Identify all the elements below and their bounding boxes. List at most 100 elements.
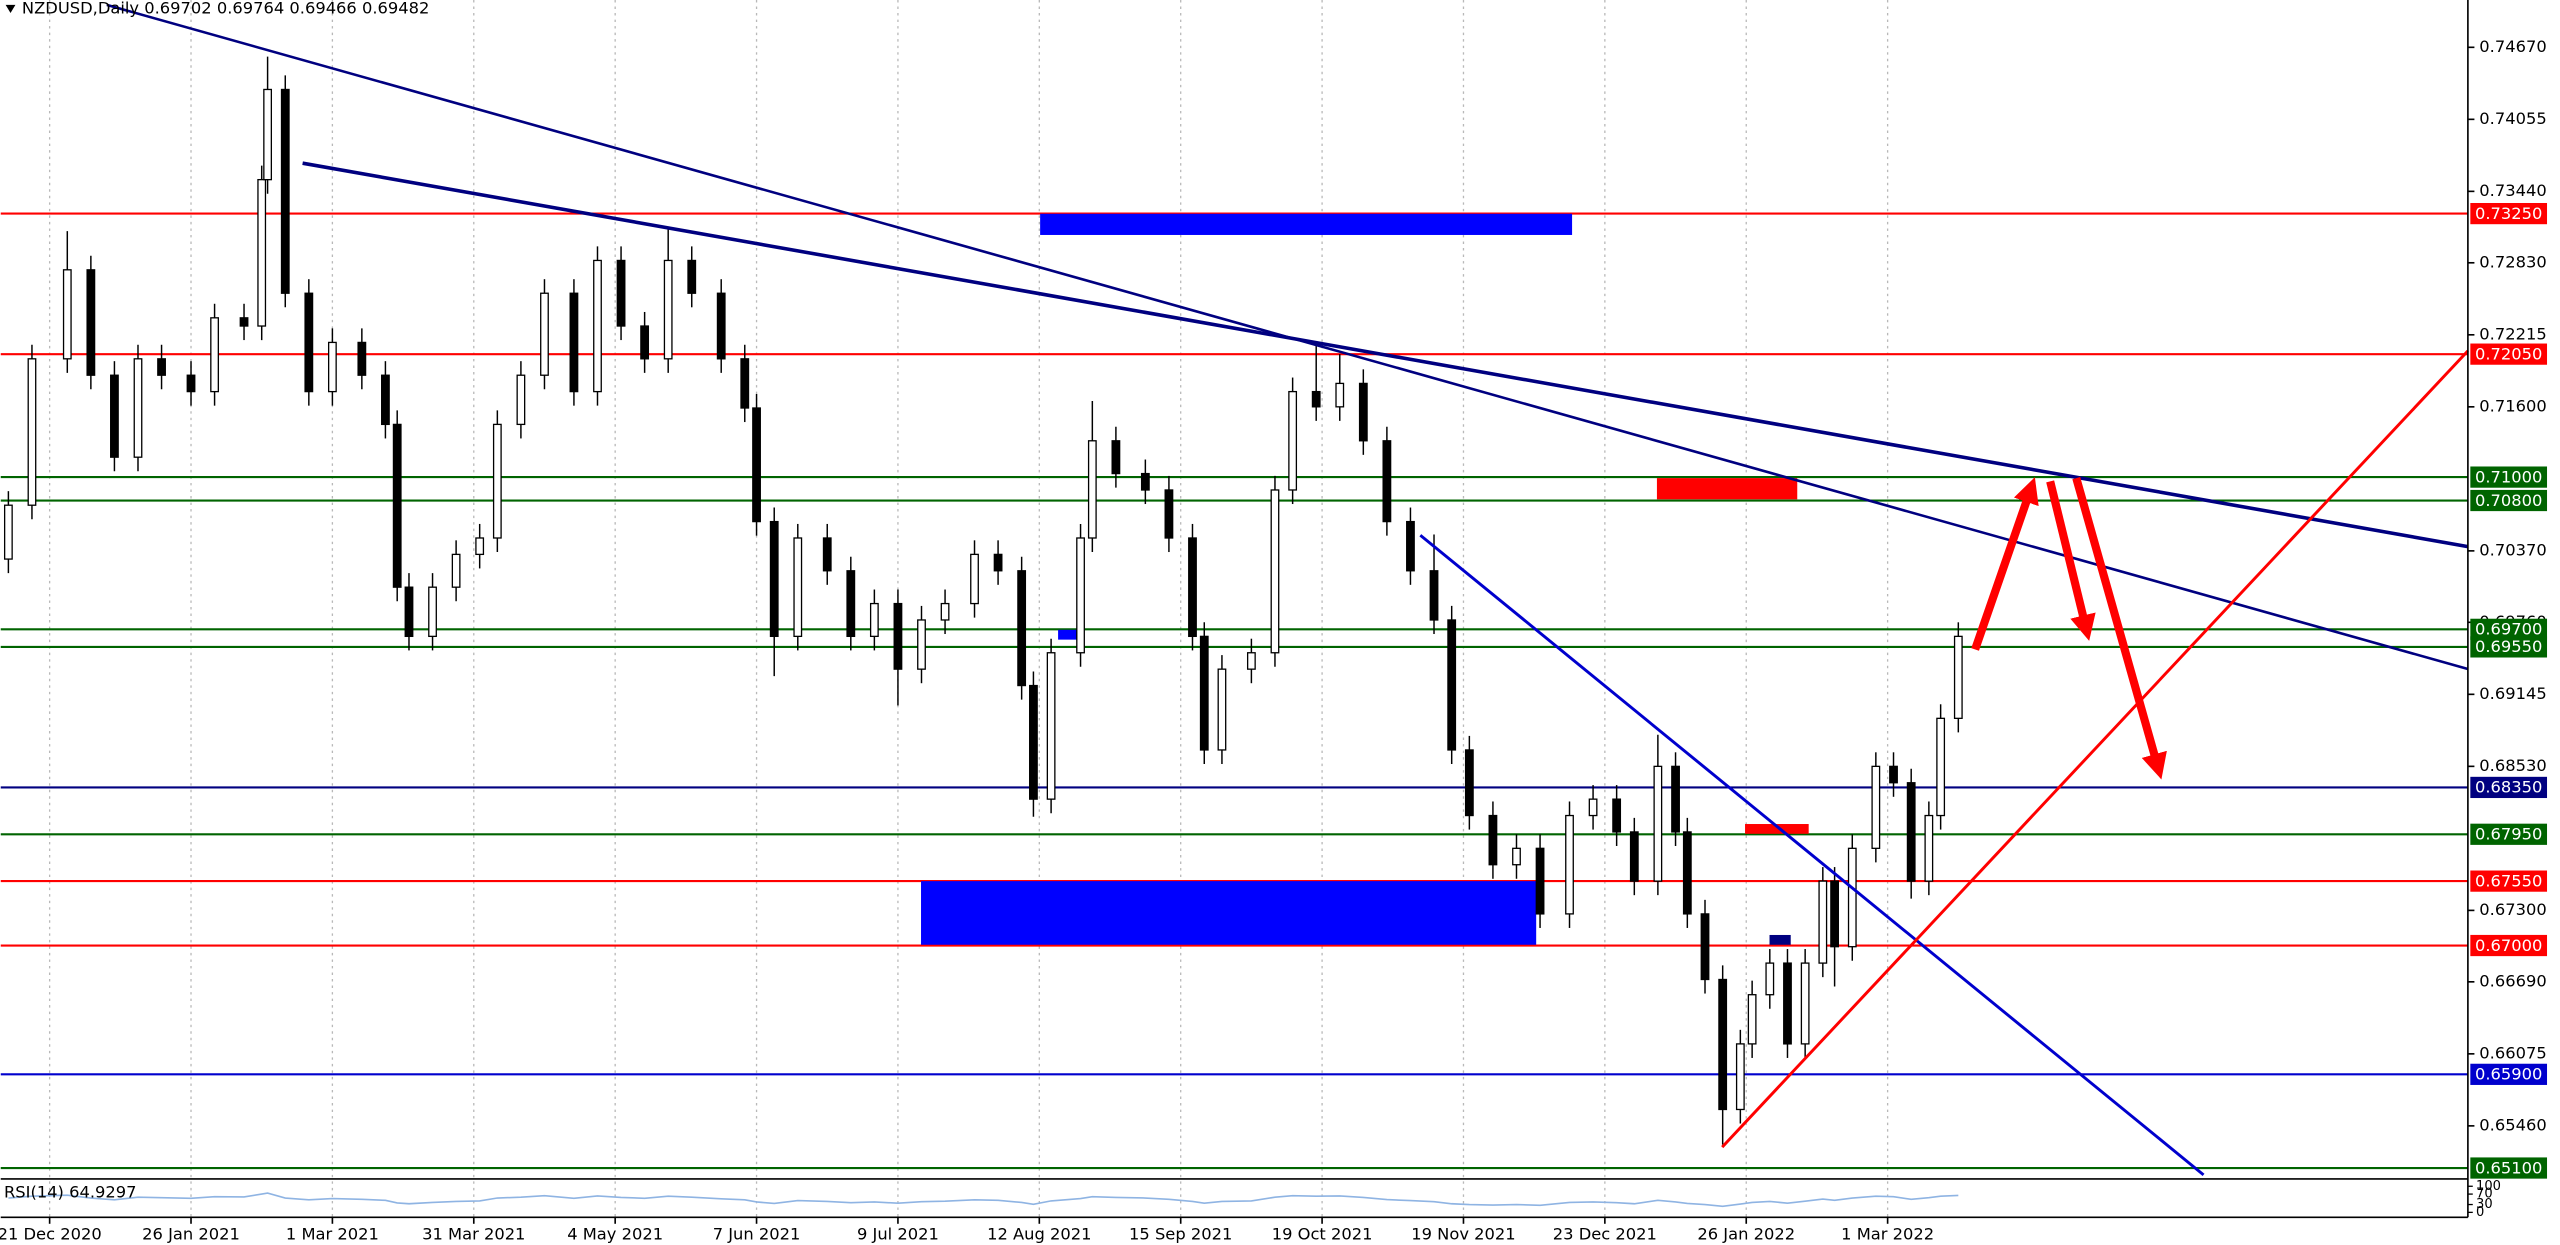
trendline bbox=[302, 161, 2469, 549]
candle-body bbox=[1447, 619, 1457, 751]
rsi-label: RSI(14) 64.9297 bbox=[4, 1182, 137, 1201]
level-label-bg bbox=[2470, 1157, 2548, 1179]
rsi-tick-label: 70 bbox=[2476, 1187, 2493, 1202]
x-tick-label: 15 Sep 2021 bbox=[1129, 1225, 1232, 1244]
level-label: 0.73250 bbox=[2475, 204, 2542, 223]
candle-body bbox=[640, 325, 650, 360]
candle-body bbox=[304, 292, 314, 393]
candle-body bbox=[1747, 994, 1757, 1045]
candle-body bbox=[1936, 717, 1946, 817]
x-tick-label: 12 Aug 2021 bbox=[987, 1225, 1091, 1244]
level-label-bg bbox=[2470, 776, 2548, 799]
level-label-bg bbox=[2470, 1063, 2548, 1085]
candle-body bbox=[3, 504, 13, 560]
candle-body bbox=[263, 88, 273, 181]
candle-body bbox=[940, 602, 950, 621]
menu-triangle bbox=[5, 4, 16, 14]
level-label: 0.67000 bbox=[2475, 936, 2542, 955]
candle-body bbox=[1311, 390, 1321, 408]
level-label-bg bbox=[2470, 636, 2548, 658]
candle-body bbox=[1246, 652, 1256, 670]
candle-body bbox=[428, 586, 437, 638]
x-tick-label: 19 Nov 2021 bbox=[1411, 1225, 1515, 1244]
candle-body bbox=[869, 602, 879, 638]
level-label-bg bbox=[2470, 202, 2548, 225]
candle-body bbox=[1111, 440, 1121, 475]
trendline bbox=[1419, 534, 2205, 1176]
candle-body bbox=[239, 317, 249, 327]
x-tick-label: 26 Jan 2022 bbox=[1697, 1225, 1795, 1244]
arrow bbox=[1971, 477, 2039, 651]
zone bbox=[1040, 213, 1573, 235]
candle-body bbox=[1288, 390, 1298, 491]
candle-body bbox=[1270, 489, 1280, 654]
candle-body bbox=[1612, 798, 1622, 833]
level-label: 0.67950 bbox=[2475, 825, 2542, 844]
rsi-tick-label: 100 bbox=[2476, 1179, 2501, 1194]
candle-body bbox=[451, 553, 461, 588]
level-label: 0.70800 bbox=[2475, 491, 2542, 510]
candle-body bbox=[157, 358, 166, 376]
candle-body bbox=[1718, 978, 1728, 1111]
candle-body bbox=[1358, 382, 1368, 442]
y-tick-label: 0.70370 bbox=[2479, 540, 2546, 559]
drawings bbox=[921, 213, 1809, 945]
zone bbox=[921, 881, 1537, 945]
trendline bbox=[1721, 349, 2469, 1149]
candle-body bbox=[1017, 570, 1027, 687]
candle-body bbox=[993, 553, 1003, 572]
candle-body bbox=[1188, 537, 1197, 638]
candle-body bbox=[86, 269, 96, 376]
candle-body bbox=[1682, 831, 1692, 915]
level-label: 0.65100 bbox=[2475, 1158, 2542, 1177]
candle-body bbox=[1847, 847, 1857, 948]
candle-body bbox=[27, 358, 37, 506]
candle-body bbox=[616, 259, 626, 327]
x-tick-label: 4 May 2021 bbox=[567, 1225, 663, 1244]
candle-body bbox=[769, 520, 779, 638]
candle-body bbox=[1382, 440, 1392, 523]
candle-body bbox=[1046, 652, 1056, 800]
level-label: 0.69700 bbox=[2475, 620, 2542, 639]
x-tick-label: 26 Jan 2021 bbox=[142, 1225, 240, 1244]
level-label-bg bbox=[2470, 870, 2548, 892]
level-label: 0.65900 bbox=[2475, 1065, 2542, 1084]
candle-body bbox=[62, 269, 72, 360]
zone bbox=[1058, 629, 1085, 640]
y-tick-label: 0.74670 bbox=[2479, 37, 2546, 56]
y-tick-label: 0.72215 bbox=[2479, 324, 2546, 343]
candle-body bbox=[475, 537, 485, 556]
x-tick-label: 1 Mar 2021 bbox=[286, 1225, 379, 1244]
candle-body bbox=[404, 586, 414, 638]
candle-body bbox=[1818, 880, 1828, 964]
zone bbox=[1745, 824, 1809, 834]
candle-body bbox=[822, 537, 832, 572]
zone bbox=[1656, 478, 1798, 500]
arrow bbox=[2046, 480, 2096, 641]
candle-body bbox=[1164, 489, 1174, 539]
candle-body bbox=[1783, 962, 1792, 1045]
level-label: 0.69550 bbox=[2475, 637, 2542, 656]
y-tick-label: 0.74055 bbox=[2479, 109, 2546, 128]
candle-body bbox=[917, 619, 926, 670]
x-tick-label: 31 Mar 2021 bbox=[422, 1225, 525, 1244]
candle-body bbox=[327, 341, 337, 393]
candle-body bbox=[1700, 913, 1710, 981]
x-tick-label: 19 Oct 2021 bbox=[1272, 1225, 1373, 1244]
candle-body bbox=[1765, 962, 1775, 996]
y-tick-label: 0.68530 bbox=[2479, 756, 2546, 775]
level-label: 0.71000 bbox=[2475, 467, 2542, 486]
candle-body bbox=[1830, 880, 1840, 948]
candle-body bbox=[210, 317, 219, 393]
y-tick-label: 0.71600 bbox=[2479, 396, 2546, 415]
candle-body bbox=[1871, 765, 1881, 849]
candle-body bbox=[257, 178, 267, 327]
candle-body bbox=[687, 259, 697, 294]
candle-body bbox=[1889, 765, 1898, 784]
level-label: 0.72050 bbox=[2475, 344, 2542, 363]
candle-body bbox=[1629, 831, 1639, 882]
candle-body bbox=[492, 423, 502, 539]
level-label: 0.68350 bbox=[2475, 778, 2542, 797]
y-tick-label: 0.66075 bbox=[2479, 1043, 2546, 1062]
